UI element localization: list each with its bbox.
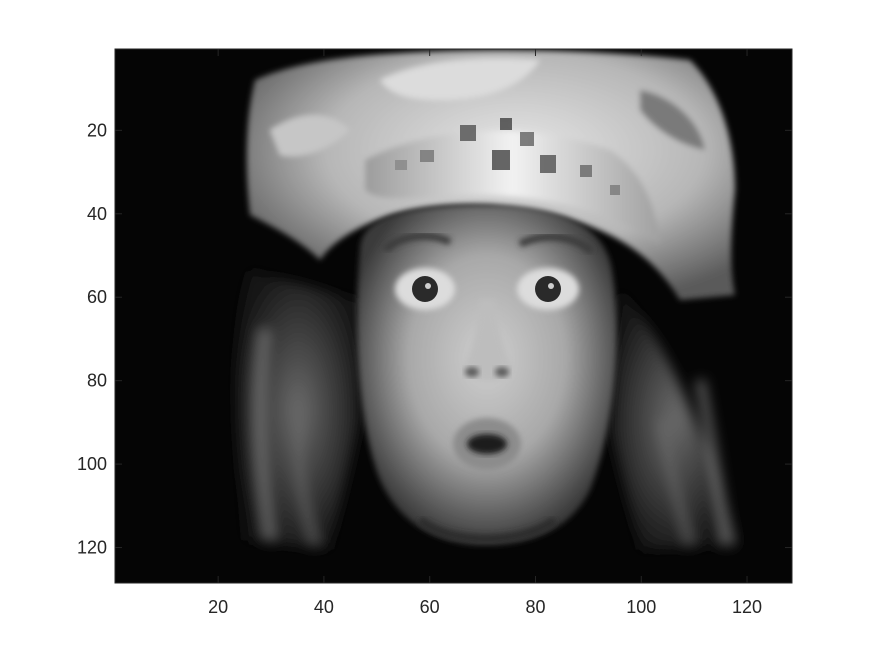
hair bbox=[236, 270, 740, 550]
y-tick-label: 20 bbox=[87, 120, 107, 140]
band-pattern bbox=[395, 118, 620, 195]
x-tick-label: 80 bbox=[525, 597, 545, 617]
x-tick-label: 100 bbox=[626, 597, 656, 617]
y-tick-label: 120 bbox=[77, 538, 107, 558]
y-tick-label: 100 bbox=[77, 454, 107, 474]
axes-frame bbox=[114, 48, 793, 584]
headdress bbox=[246, 50, 735, 300]
x-tick-label: 20 bbox=[208, 597, 228, 617]
y-tick-label: 80 bbox=[87, 371, 107, 391]
image-area bbox=[115, 49, 792, 583]
x-tick-label: 120 bbox=[732, 597, 762, 617]
x-tick-label: 60 bbox=[420, 597, 440, 617]
y-tick-label: 40 bbox=[87, 204, 107, 224]
y-tick-label: 60 bbox=[87, 287, 107, 307]
x-axis: 20 40 60 80 100 120 bbox=[208, 49, 762, 617]
x-tick-label: 40 bbox=[314, 597, 334, 617]
face bbox=[356, 205, 617, 545]
y-axis: 20 40 60 80 100 120 bbox=[77, 120, 792, 558]
